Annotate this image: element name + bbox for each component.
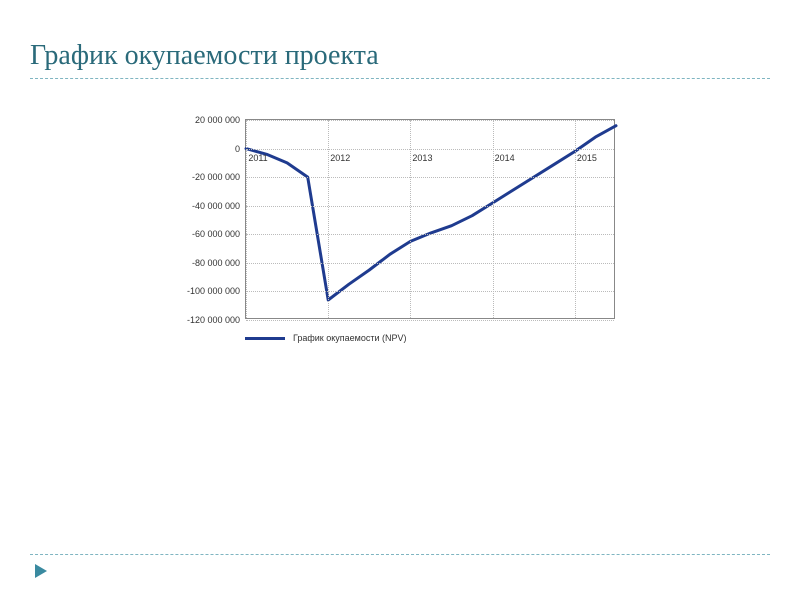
x-tick-label: 2013 <box>412 153 432 163</box>
grid-line-v <box>493 120 494 318</box>
plot-box: 20 000 0000-20 000 000-40 000 000-60 000… <box>160 119 640 329</box>
y-tick-label: -120 000 000 <box>187 315 240 325</box>
bullet-icon <box>35 564 47 578</box>
x-tick-label: 2015 <box>577 153 597 163</box>
content-area: 20 000 000 0 -20 000 000 -40 000 000 -60 000… <box>30 79 770 539</box>
x-tick-label: 2011 <box>248 153 267 163</box>
grid-line-v <box>246 120 247 318</box>
slide: График окупаемости проекта 20 000 000 0 -2… <box>0 0 800 600</box>
y-tick-label: 0 <box>235 144 240 154</box>
legend-label: График окупаемости (NPV) <box>293 333 407 343</box>
grid-line-h <box>246 291 614 292</box>
y-tick-label: -60 000 000 <box>192 229 240 239</box>
footer-divider <box>30 554 770 555</box>
grid-line-h <box>246 120 614 121</box>
chart-legend: График окупаемости (NPV) <box>245 333 640 343</box>
npv-chart: 20 000 0000-20 000 000-40 000 000-60 000… <box>160 119 640 343</box>
grid-line-h <box>246 149 614 150</box>
x-tick-label: 2014 <box>495 153 515 163</box>
npv-line-series <box>246 120 616 320</box>
grid-line-v <box>410 120 411 318</box>
y-tick-label: -100 000 000 <box>187 286 240 296</box>
grid-line-h <box>246 263 614 264</box>
y-tick-label: 20 000 000 <box>195 115 240 125</box>
page-title: График окупаемости проекта <box>30 40 770 72</box>
grid-line-h <box>246 177 614 178</box>
y-tick-label: -40 000 000 <box>192 201 240 211</box>
y-tick-label: -80 000 000 <box>192 258 240 268</box>
y-tick-label: -20 000 000 <box>192 172 240 182</box>
grid-line-h <box>246 320 614 321</box>
plot-area: 20 000 0000-20 000 000-40 000 000-60 000… <box>245 119 615 319</box>
x-tick-label: 2012 <box>330 153 350 163</box>
grid-line-v <box>575 120 576 318</box>
legend-swatch <box>245 337 285 340</box>
grid-line-h <box>246 206 614 207</box>
grid-line-v <box>328 120 329 318</box>
grid-line-h <box>246 234 614 235</box>
